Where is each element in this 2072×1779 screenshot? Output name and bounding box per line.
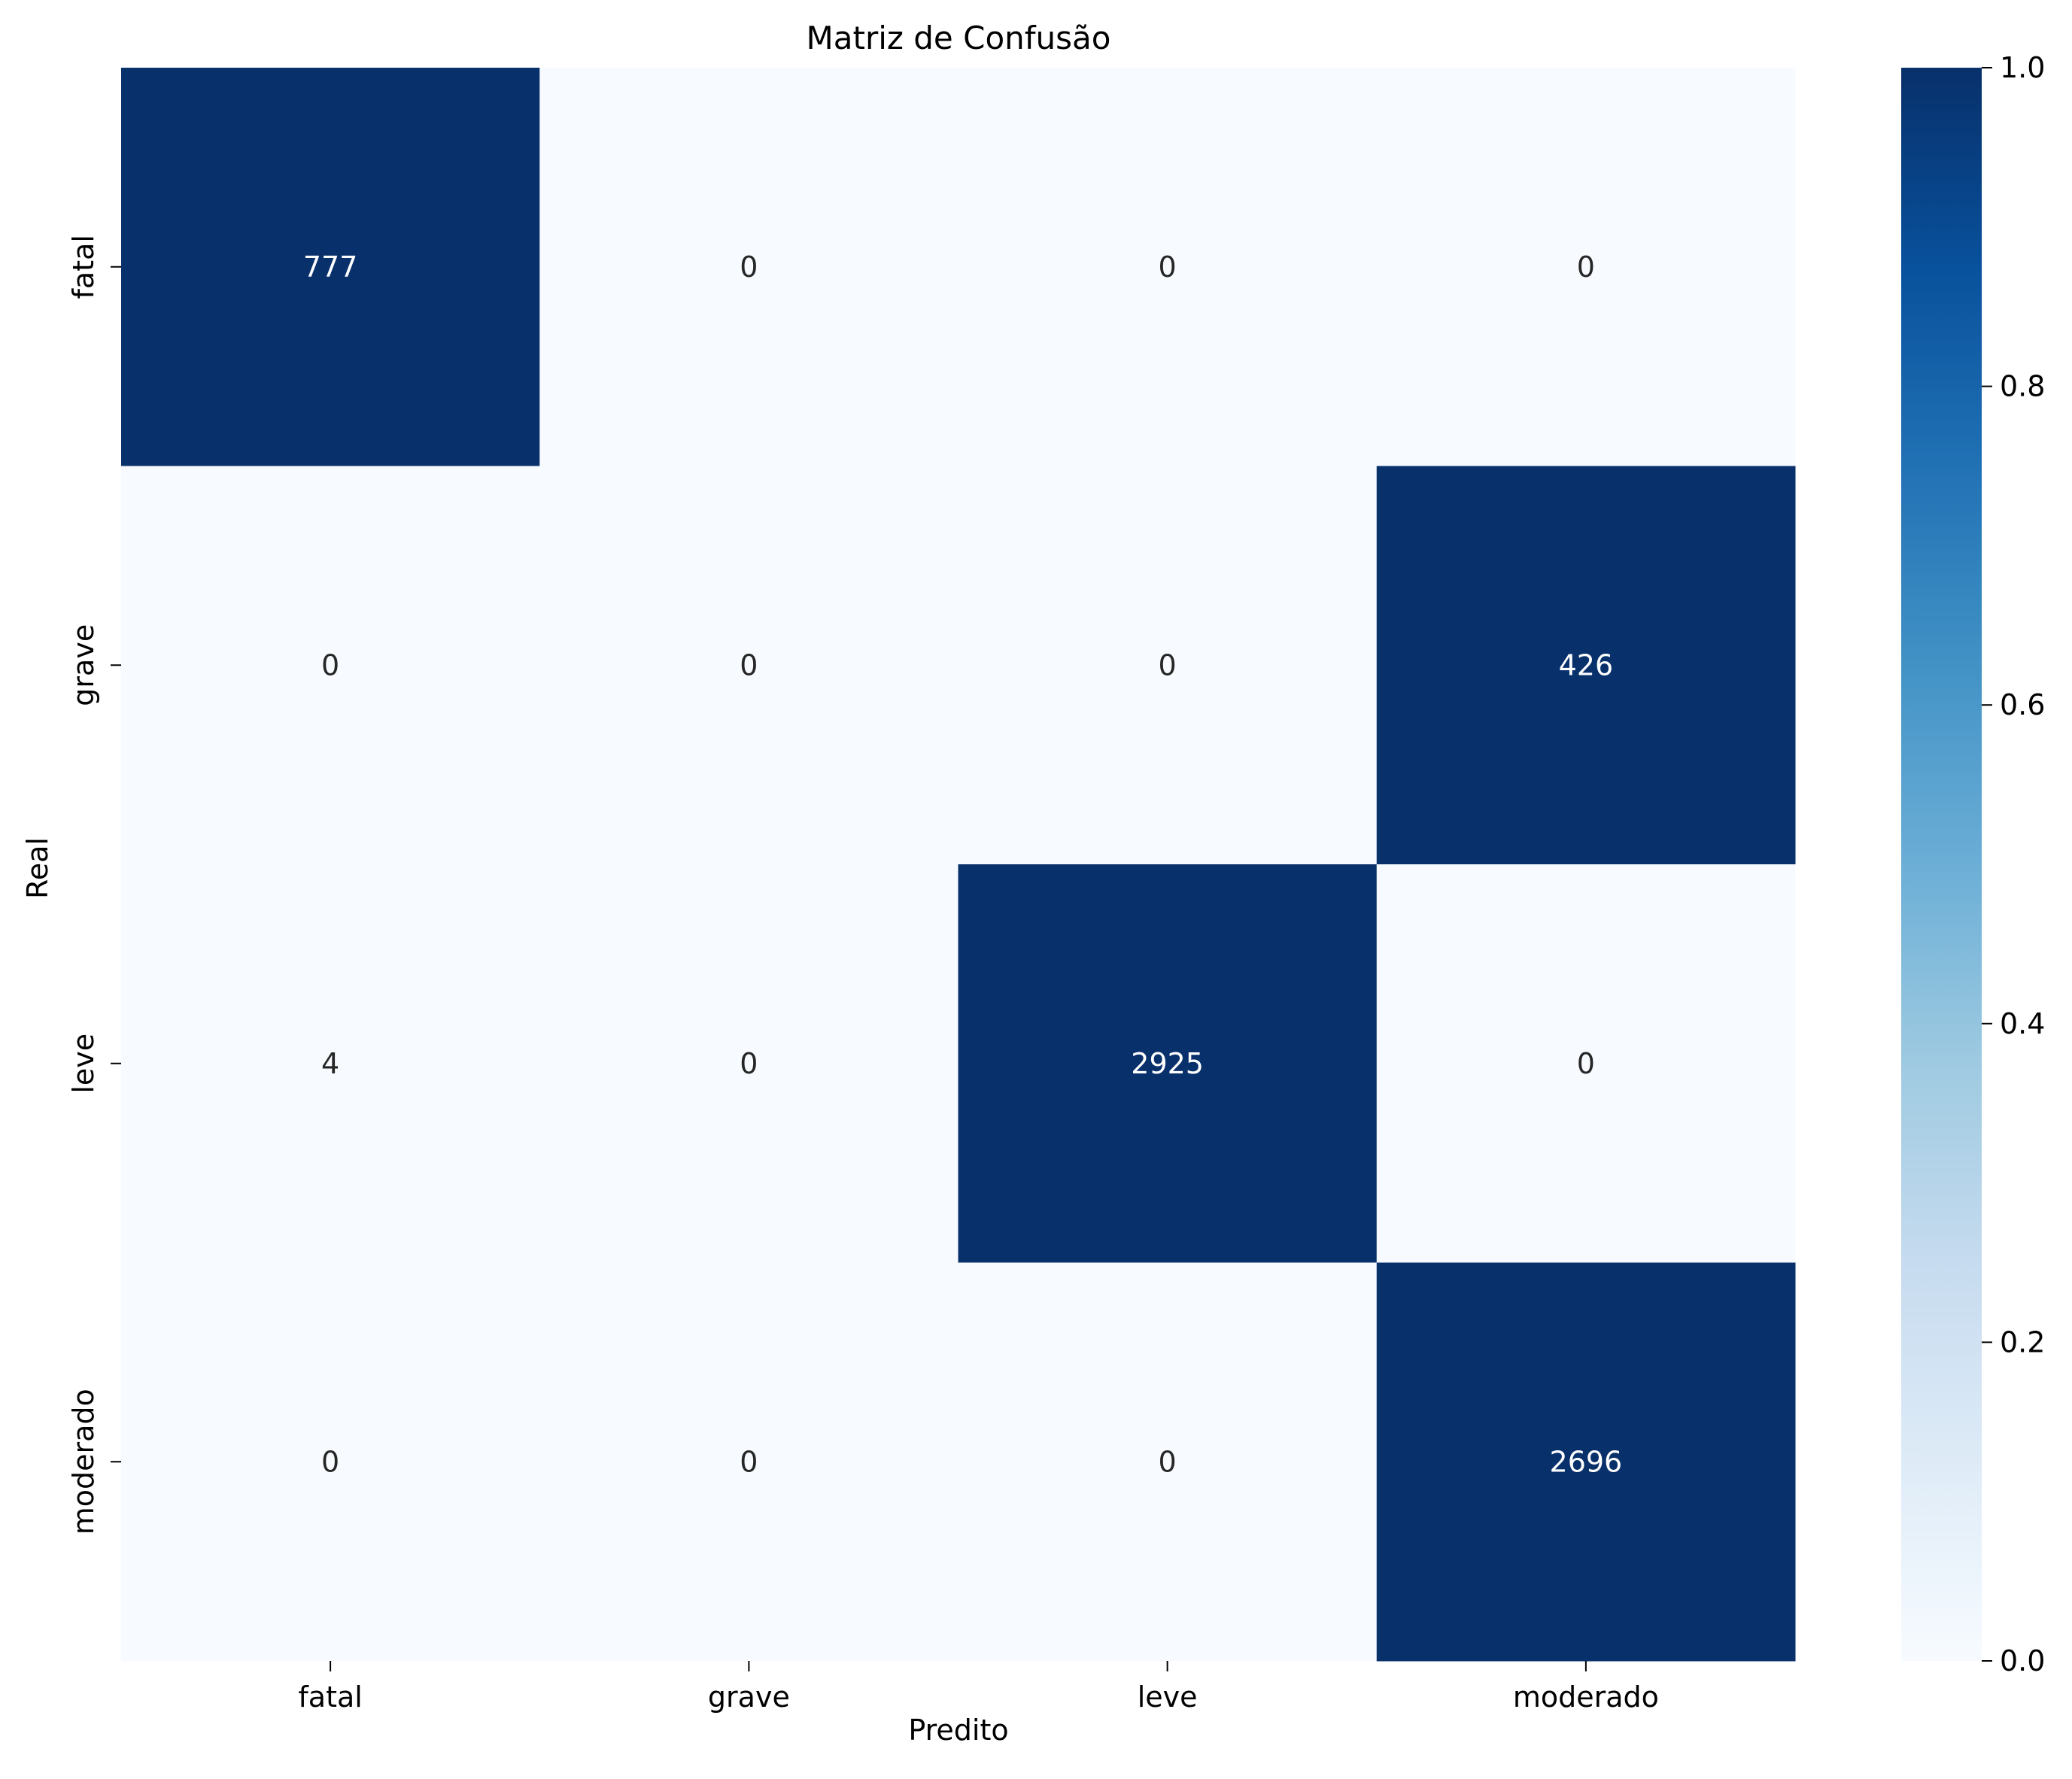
- cell-value-label: 0: [1159, 1445, 1177, 1478]
- chart-title: Matriz de Confusão: [807, 20, 1111, 56]
- cell-value-label: 0: [740, 1047, 758, 1080]
- colorbar-tick-label: 0.8: [2000, 370, 2045, 403]
- heatmap-cell-leve-grave: [539, 864, 959, 1263]
- cell-value-label: 0: [1159, 648, 1177, 682]
- heatmap-cell-moderado-fatal: [121, 1262, 540, 1662]
- colorbar-tick-label: 0.2: [2000, 1325, 2045, 1359]
- cell-value-label: 0: [740, 250, 758, 284]
- heatmap-cell-grave-leve: [958, 466, 1378, 865]
- cell-value-label: 0: [740, 1445, 758, 1478]
- y-axis: fatal grave leve moderado: [67, 235, 121, 1535]
- colorbar-tick-label: 0.0: [2000, 1644, 2045, 1677]
- cell-value-label: 0: [740, 648, 758, 682]
- heatmap-cell-leve-moderado: [1376, 864, 1796, 1263]
- heatmap-cell-moderado-moderado: [1376, 1262, 1796, 1662]
- colorbar-tick-label: 0.6: [2000, 688, 2045, 721]
- heatmap-cell-labels: 777 0 0 0 0 0 0 426 4 0 2925 0 0 0 0 2696: [303, 250, 1622, 1479]
- cell-value-label: 0: [321, 648, 339, 682]
- heatmap-cell-fatal-fatal: [121, 68, 540, 466]
- heatmap-cell-leve-leve: [958, 864, 1378, 1263]
- heatmap-cell-grave-grave: [539, 466, 959, 865]
- y-tick-label: fatal: [67, 235, 100, 299]
- cell-value-label: 2925: [1131, 1047, 1204, 1080]
- cell-value-label: 0: [1159, 250, 1177, 284]
- heatmap-cell-fatal-leve: [958, 68, 1378, 466]
- y-tick-label: grave: [67, 624, 100, 706]
- heatmap-cell-moderado-grave: [539, 1262, 959, 1662]
- x-tick-label: grave: [708, 1680, 790, 1714]
- colorbar-tick-label: 1.0: [2000, 51, 2045, 84]
- cell-value-label: 2696: [1550, 1445, 1623, 1478]
- heatmap-cell-grave-fatal: [121, 466, 540, 865]
- heatmap-cell-moderado-leve: [958, 1262, 1378, 1662]
- heatmap-cell-fatal-grave: [539, 68, 959, 466]
- x-axis: fatal grave leve moderado: [298, 1661, 1659, 1714]
- cell-value-label: 777: [303, 250, 358, 284]
- colorbar-tick-label: 0.4: [2000, 1007, 2045, 1040]
- heatmap-cells: [121, 68, 1796, 1662]
- cell-value-label: 0: [321, 1445, 339, 1478]
- x-tick-label: moderado: [1513, 1680, 1659, 1714]
- cell-value-label: 426: [1559, 648, 1614, 682]
- heatmap-cell-fatal-moderado: [1376, 68, 1796, 466]
- colorbar-gradient: [1901, 68, 1982, 1661]
- cell-value-label: 0: [1577, 1047, 1595, 1080]
- cell-value-label: 0: [1577, 250, 1595, 284]
- y-axis-label: Real: [21, 837, 54, 899]
- colorbar: 0.0 0.2 0.4 0.6 0.8 1.0: [1901, 51, 2045, 1677]
- y-tick-label: leve: [67, 1034, 100, 1094]
- heatmap-cell-leve-fatal: [121, 864, 540, 1263]
- cell-value-label: 4: [321, 1047, 339, 1080]
- heatmap-cell-grave-moderado: [1376, 466, 1796, 865]
- x-axis-label: Predito: [908, 1714, 1008, 1747]
- x-tick-label: leve: [1138, 1680, 1198, 1714]
- x-tick-label: fatal: [298, 1680, 362, 1714]
- y-tick-label: moderado: [67, 1389, 100, 1535]
